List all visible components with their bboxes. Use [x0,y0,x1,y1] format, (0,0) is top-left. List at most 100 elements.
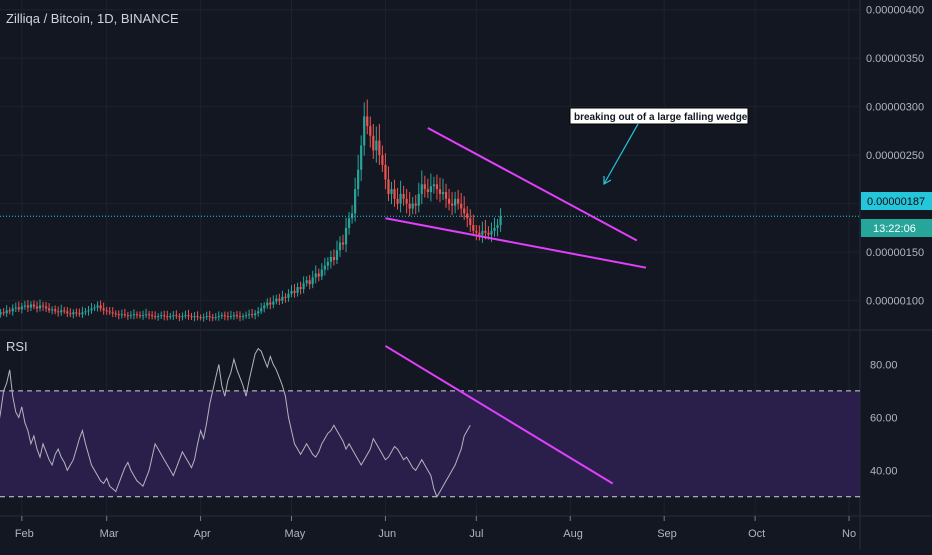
candle-body [0,312,2,315]
candle-body [32,304,36,307]
candle-body [151,315,154,317]
candle-body [335,250,339,260]
candle-body [226,316,229,318]
candle-body [211,317,214,319]
candle-body [432,184,436,187]
candle-body [147,314,151,316]
candle-body [372,135,375,151]
candle-body [54,309,57,312]
candle-body [290,290,293,294]
candle-body [402,193,405,199]
candle-body [387,179,390,194]
rsi-series-line [0,347,471,498]
candle-body [51,309,54,311]
candle-body [187,315,190,317]
x-tick-label: Jul [469,528,483,540]
candle-body [296,287,299,293]
candle-body [399,193,402,204]
candle-body [438,189,442,194]
candle-body [323,265,326,270]
candle-body [490,230,493,235]
candle-body [217,316,220,318]
candle-body [326,261,329,266]
candle-body [263,305,266,309]
candle-body [247,314,251,316]
candle-body [251,314,254,316]
candle-body [2,312,5,314]
candle-body [429,186,432,193]
candle-body [484,230,487,233]
rsi-tick-label: 60.00 [870,412,898,424]
candle-body [478,232,481,235]
candle-body [499,216,502,226]
x-tick-label: Mar [100,528,119,540]
candle-body [144,314,148,316]
candle-body [293,290,296,293]
countdown-text: 13:22:06 [873,223,916,235]
candle-body [472,225,475,231]
y-tick-label: 0.00000150 [866,247,924,259]
y-tick-label: 0.00000100 [866,296,924,308]
candle-body [354,189,357,214]
candle-body [496,225,499,228]
candle-body [57,311,60,313]
candle-body [17,307,20,310]
y-tick-label: 0.00000300 [866,102,924,114]
candle-body [154,316,157,318]
candle-body [369,126,372,136]
candle-body [469,218,472,226]
candle-body [363,116,366,146]
candle-body [38,305,42,309]
candle-body [141,315,145,317]
candle-body [63,310,66,312]
candle-body [102,308,105,311]
candle-body [341,242,345,245]
candle-body [311,277,314,285]
candle-body [450,203,454,206]
candle-body [232,315,236,317]
candle-body [347,218,351,228]
candle-body [381,155,384,165]
candle-body [14,307,17,309]
candle-body [390,189,393,194]
annotation-text: breaking out of a large falling wedge [574,112,748,123]
chart-title: Zilliqa / Bitcoin, 1D, BINANCE [6,11,179,26]
y-tick-label: 0.00000350 [866,53,924,65]
candle-body [66,311,69,314]
candle-body [396,198,399,204]
annotation-arrow [603,123,639,185]
candle-body [8,310,11,312]
candle-body [72,312,75,315]
candle-body [435,184,439,190]
candle-body [475,230,478,233]
candle-body [208,316,211,318]
candle-body [317,273,320,277]
candle-body [93,307,96,309]
y-tick-label: 0.00000250 [866,150,924,162]
candle-body [184,315,187,317]
candle-body [272,301,275,305]
rsi-label: RSI [6,339,28,354]
rsi-band [0,390,860,497]
candle-body [178,316,181,318]
rsi-band-layer [0,390,860,498]
candle-body [172,315,175,317]
candle-body [466,213,469,219]
candle-body [463,208,466,214]
rsi-tick-label: 80.00 [870,359,898,371]
x-tick-label: May [285,528,306,540]
candle-body [454,198,457,206]
candle-body [223,315,226,317]
annotation-box [569,107,749,125]
candle-body [41,305,45,307]
rsi-tick-label: 40.00 [870,465,898,477]
candle-body [196,316,199,318]
wedge-lower-trendline [385,217,647,269]
candle-body [281,296,284,301]
x-tick-label: Oct [748,528,765,540]
candle-body [444,192,448,199]
rsi-trendline [384,345,614,485]
candle-body [423,184,426,190]
candle-body [426,189,429,193]
candle-body [302,283,305,290]
